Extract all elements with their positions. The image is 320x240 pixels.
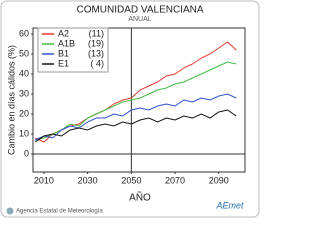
chart: COMUNIDAD VALENCIANA ANUAL AÑO Cambio en… bbox=[0, 0, 260, 218]
x-tick-label: 2090 bbox=[209, 175, 229, 185]
y-tick-label: 10 bbox=[19, 128, 29, 138]
legend-label: A1B bbox=[58, 38, 75, 48]
footer: Agencia Estatal de Meteorología bbox=[16, 209, 103, 215]
series-line bbox=[35, 61, 237, 141]
x-tick-label: 2010 bbox=[34, 175, 54, 185]
legend-count: (13) bbox=[88, 48, 104, 58]
x-tick-label: 2070 bbox=[165, 175, 185, 185]
y-tick-label: 40 bbox=[19, 68, 29, 78]
y-tick-label: 0 bbox=[24, 148, 29, 158]
legend-count: (11) bbox=[89, 28, 104, 38]
y-tick-label: 30 bbox=[19, 88, 29, 98]
y-tick-label: 50 bbox=[19, 48, 29, 58]
y-tick-label: 60 bbox=[19, 28, 29, 38]
chart-subtitle: ANUAL bbox=[128, 16, 151, 23]
legend-count: ( 4) bbox=[91, 58, 105, 68]
x-tick-label: 2030 bbox=[78, 175, 98, 185]
legend-count: (19) bbox=[88, 38, 104, 48]
series-line bbox=[34, 109, 237, 143]
legend-label: B1 bbox=[58, 48, 69, 58]
page: {"chart_data": {"type": "line", "title":… bbox=[0, 0, 260, 218]
legend-label: E1 bbox=[58, 58, 69, 68]
x-tick-label: 2050 bbox=[121, 175, 141, 185]
series-line bbox=[34, 93, 237, 141]
y-axis-label: Cambio en días cálidos (%) bbox=[6, 45, 16, 155]
y-tick-label: 20 bbox=[19, 108, 29, 118]
legend-label: A2 bbox=[58, 28, 69, 38]
footer-icon bbox=[6, 207, 14, 215]
logo: AEmet bbox=[215, 200, 244, 210]
x-axis-label: AÑO bbox=[129, 191, 151, 204]
chart-title: COMUNIDAD VALENCIANA bbox=[76, 5, 203, 16]
